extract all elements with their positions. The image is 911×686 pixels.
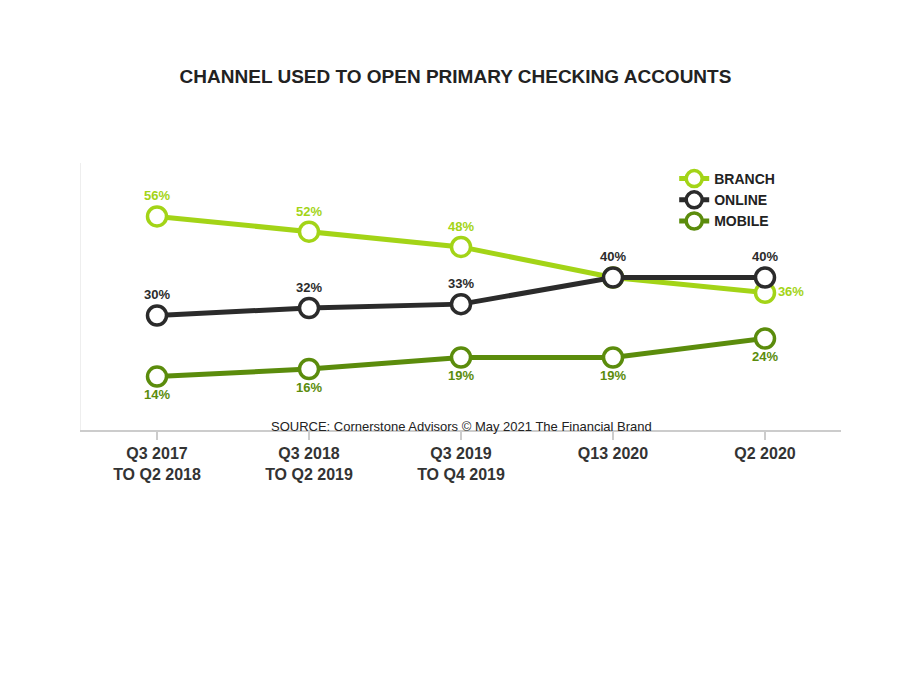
svg-text:30%: 30% xyxy=(144,287,170,302)
svg-text:CHANNEL USED TO OPEN PRIMARY C: CHANNEL USED TO OPEN PRIMARY CHECKING AC… xyxy=(180,66,732,87)
svg-text:48%: 48% xyxy=(448,219,474,234)
svg-text:Q3 2018TO Q2 2019: Q3 2018TO Q2 2019 xyxy=(265,445,353,483)
svg-text:Q3 2019TO Q4 2019: Q3 2019TO Q4 2019 xyxy=(417,445,505,483)
svg-text:Q13 2020: Q13 2020 xyxy=(578,445,648,462)
svg-text:Q2 2020: Q2 2020 xyxy=(734,445,795,462)
svg-text:MOBILE: MOBILE xyxy=(714,213,768,229)
svg-text:56%: 56% xyxy=(144,188,170,203)
svg-text:19%: 19% xyxy=(600,368,626,383)
svg-text:36%: 36% xyxy=(778,284,804,299)
svg-text:BRANCH: BRANCH xyxy=(714,171,775,187)
svg-text:40%: 40% xyxy=(752,249,778,264)
svg-text:24%: 24% xyxy=(752,349,778,364)
svg-text:33%: 33% xyxy=(448,276,474,291)
svg-text:ONLINE: ONLINE xyxy=(714,192,767,208)
svg-text:40%: 40% xyxy=(600,249,626,264)
svg-text:52%: 52% xyxy=(296,204,322,219)
svg-text:16%: 16% xyxy=(296,380,322,395)
svg-text:Q3 2017TO Q2 2018: Q3 2017TO Q2 2018 xyxy=(113,445,201,483)
svg-text:32%: 32% xyxy=(296,280,322,295)
svg-text:14%: 14% xyxy=(144,387,170,402)
svg-text:SOURCE: Cornerstone Advisors ©: SOURCE: Cornerstone Advisors © May 2021 … xyxy=(271,419,652,434)
svg-text:19%: 19% xyxy=(448,368,474,383)
